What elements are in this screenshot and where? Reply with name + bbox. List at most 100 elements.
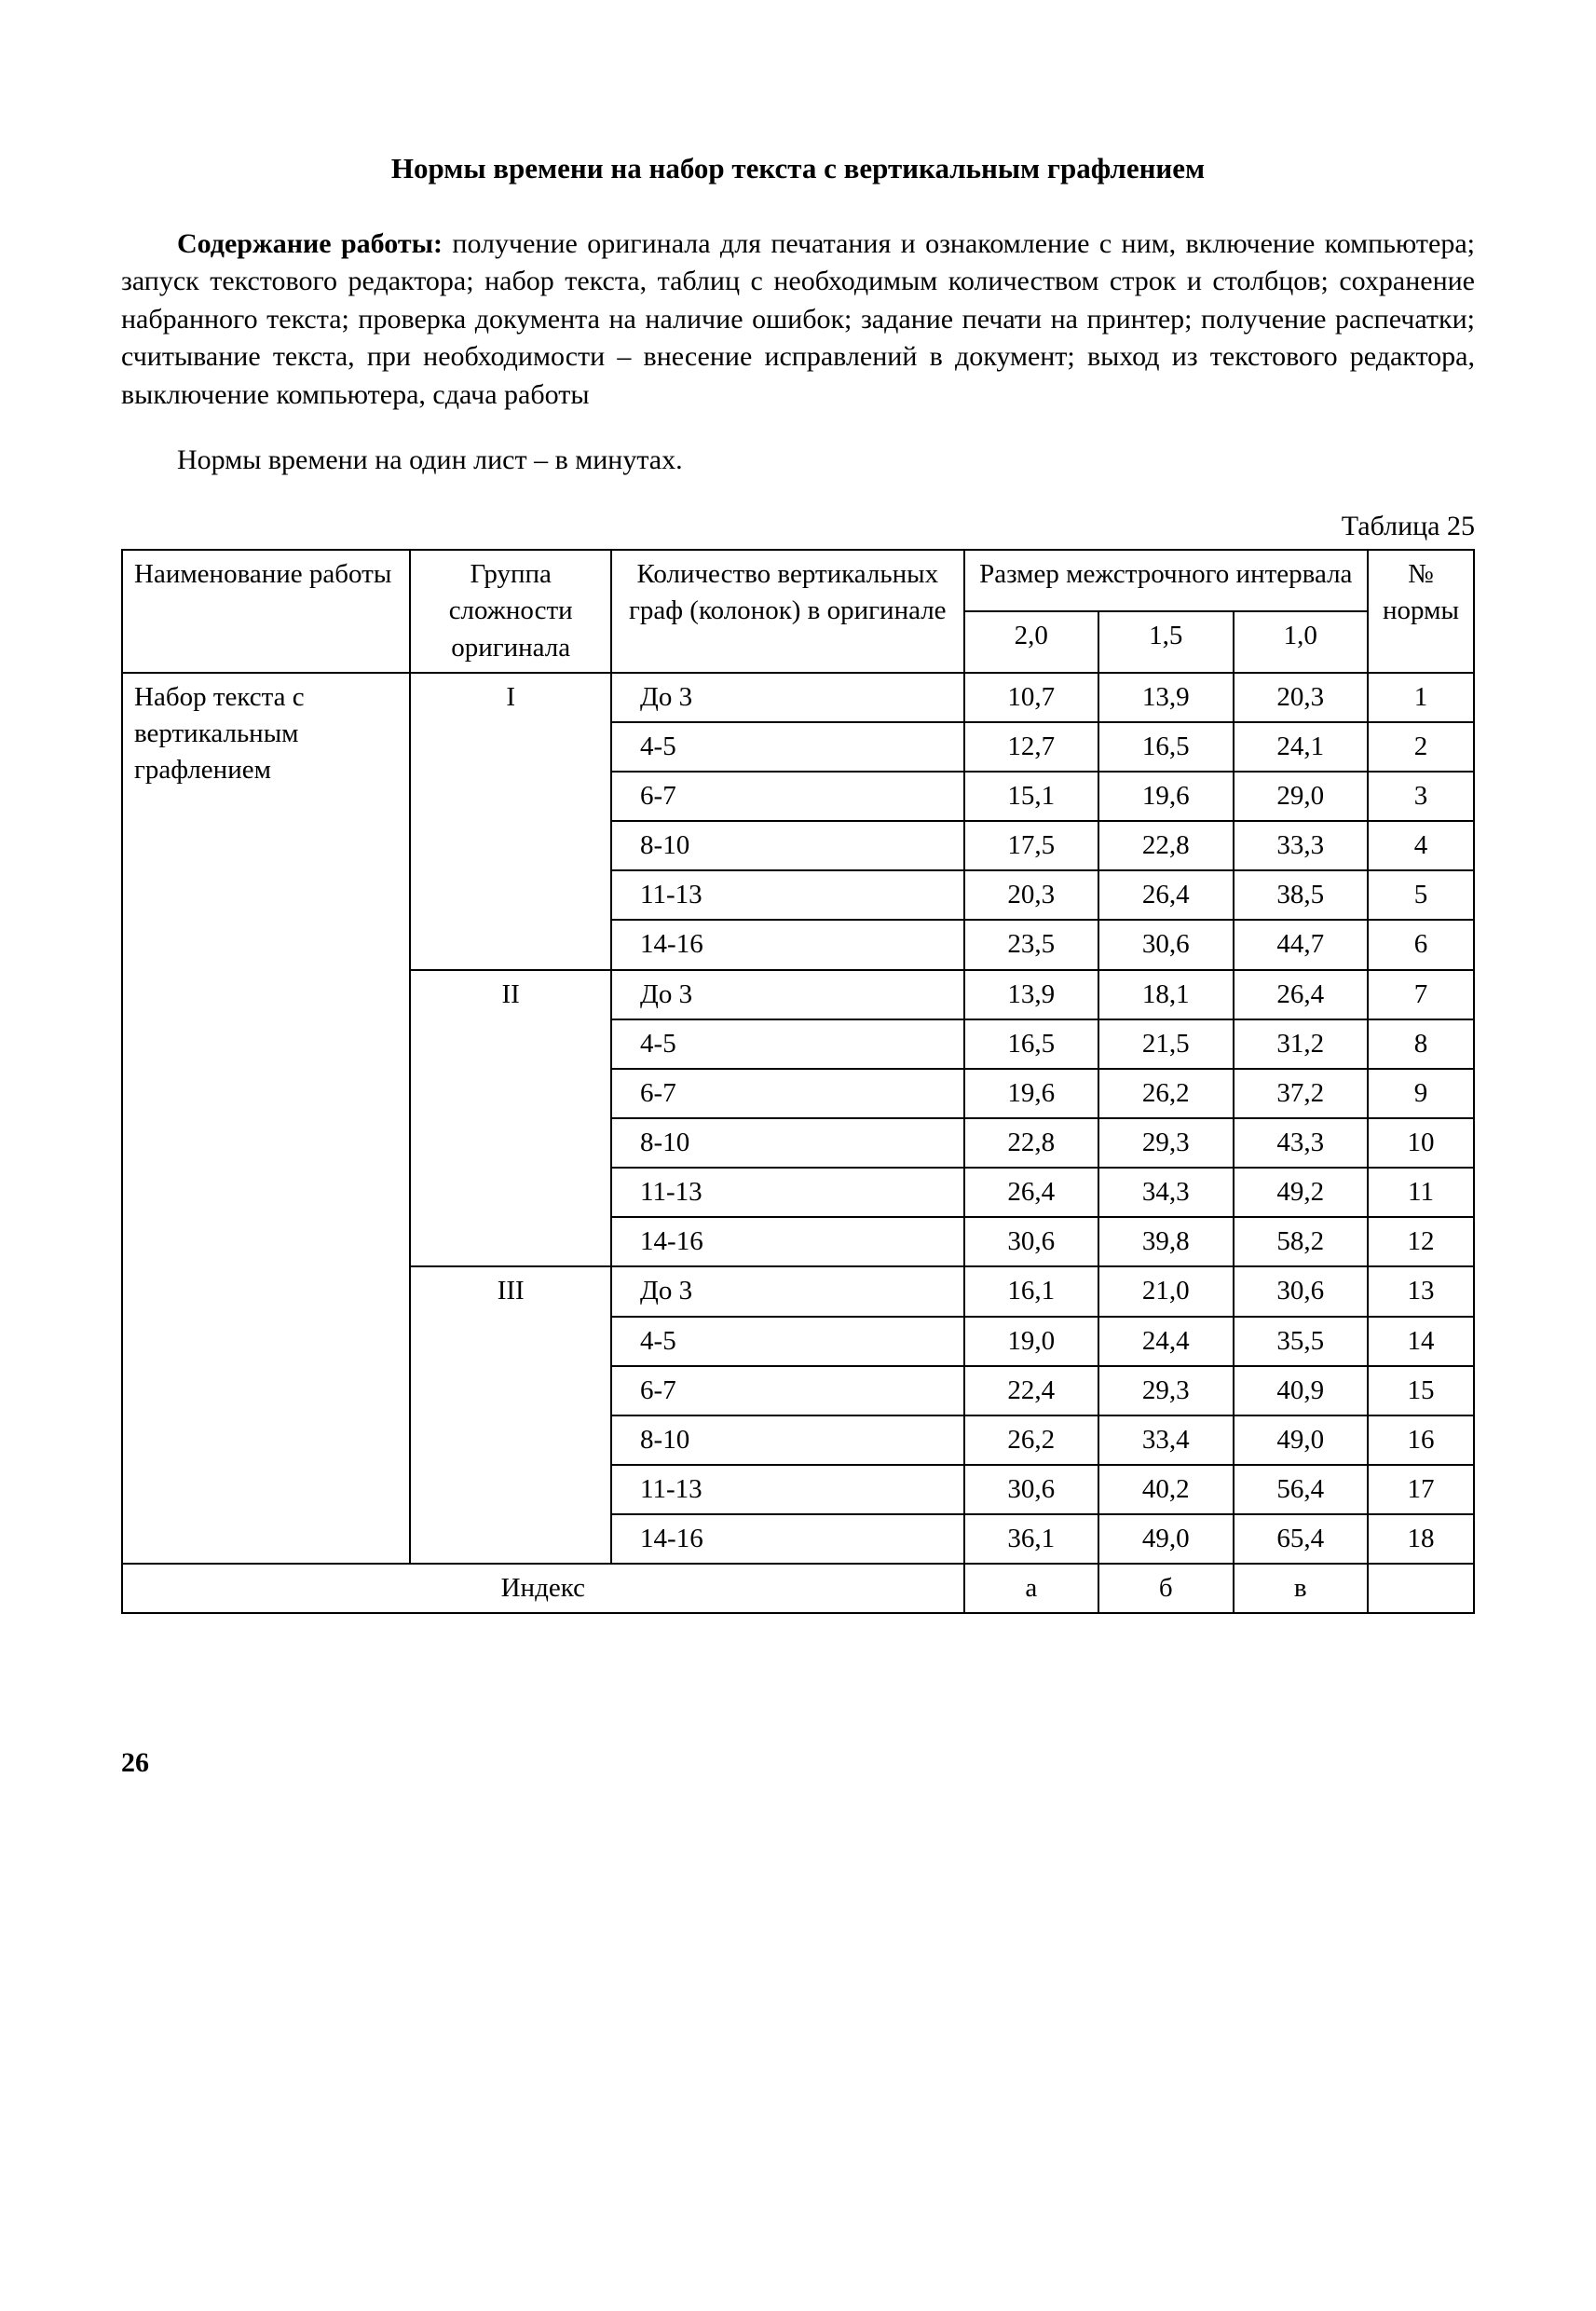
cell-qty: 4-5	[611, 1019, 964, 1069]
cell-value: 49,2	[1234, 1168, 1368, 1217]
cell-qty: До 3	[611, 673, 964, 722]
cell-value: 33,4	[1098, 1415, 1233, 1465]
cell-norm: 2	[1368, 722, 1474, 772]
cell-value: 30,6	[1098, 920, 1233, 969]
cell-value: 38,5	[1234, 870, 1368, 920]
cell-norm: 12	[1368, 1217, 1474, 1266]
subnote: Нормы времени на один лист – в минутах.	[121, 442, 1475, 480]
cell-qty: 8-10	[611, 821, 964, 870]
index-label: Индекс	[122, 1564, 964, 1613]
cell-qty: 6-7	[611, 1366, 964, 1415]
cell-qty: 8-10	[611, 1118, 964, 1168]
cell-value: 26,2	[1098, 1069, 1233, 1118]
cell-value: 22,8	[1098, 821, 1233, 870]
cell-norm: 14	[1368, 1317, 1474, 1366]
cell-value: 33,3	[1234, 821, 1368, 870]
cell-value: 35,5	[1234, 1317, 1368, 1366]
cell-value: 43,3	[1234, 1118, 1368, 1168]
cell-value: 20,3	[964, 870, 1098, 920]
cell-value: 19,6	[1098, 772, 1233, 821]
cell-value: 21,0	[1098, 1266, 1233, 1316]
index-row: Индексабв	[122, 1564, 1474, 1613]
cell-value: 16,1	[964, 1266, 1098, 1316]
cell-value: 15,1	[964, 772, 1098, 821]
cell-norm: 13	[1368, 1266, 1474, 1316]
th-sub-10: 1,0	[1234, 611, 1368, 673]
cell-qty: 4-5	[611, 1317, 964, 1366]
cell-value: 26,4	[1234, 970, 1368, 1019]
cell-value: 13,9	[964, 970, 1098, 1019]
cell-value: 30,6	[1234, 1266, 1368, 1316]
cell-value: 56,4	[1234, 1465, 1368, 1514]
cell-qty: 6-7	[611, 772, 964, 821]
cell-value: 20,3	[1234, 673, 1368, 722]
cell-value: 34,3	[1098, 1168, 1233, 1217]
cell-qty: 8-10	[611, 1415, 964, 1465]
cell-qty: 14-16	[611, 1514, 964, 1564]
th-norm: № нормы	[1368, 550, 1474, 672]
cell-value: 21,5	[1098, 1019, 1233, 1069]
cell-qty: 11-13	[611, 870, 964, 920]
cell-value: 10,7	[964, 673, 1098, 722]
cell-qty: 4-5	[611, 722, 964, 772]
index-cell: б	[1098, 1564, 1233, 1613]
cell-value: 13,9	[1098, 673, 1233, 722]
th-sub-20: 2,0	[964, 611, 1098, 673]
content-paragraph: Содержание работы: получение оригинала д…	[121, 226, 1475, 415]
cell-value: 16,5	[964, 1019, 1098, 1069]
cell-value: 26,4	[964, 1168, 1098, 1217]
th-qty: Количество вертикальных граф (колонок) в…	[611, 550, 964, 672]
cell-norm: 7	[1368, 970, 1474, 1019]
cell-group: III	[410, 1266, 611, 1564]
cell-qty: 11-13	[611, 1465, 964, 1514]
cell-value: 17,5	[964, 821, 1098, 870]
th-name: Наименование работы	[122, 550, 410, 672]
cell-value: 23,5	[964, 920, 1098, 969]
cell-value: 19,6	[964, 1069, 1098, 1118]
cell-value: 30,6	[964, 1217, 1098, 1266]
cell-value: 49,0	[1098, 1514, 1233, 1564]
cell-norm: 16	[1368, 1415, 1474, 1465]
page-number: 26	[121, 1744, 1475, 1783]
cell-value: 19,0	[964, 1317, 1098, 1366]
cell-norm: 6	[1368, 920, 1474, 969]
content-lead: Содержание работы:	[177, 228, 443, 259]
cell-value: 26,2	[964, 1415, 1098, 1465]
table-row: Набор текста с вертикальным графлениемIД…	[122, 673, 1474, 722]
cell-norm: 1	[1368, 673, 1474, 722]
cell-value: 29,0	[1234, 772, 1368, 821]
cell-value: 24,1	[1234, 722, 1368, 772]
cell-norm: 9	[1368, 1069, 1474, 1118]
cell-value: 22,8	[964, 1118, 1098, 1168]
cell-value: 18,1	[1098, 970, 1233, 1019]
index-empty	[1368, 1564, 1474, 1613]
cell-qty: 14-16	[611, 1217, 964, 1266]
cell-norm: 11	[1368, 1168, 1474, 1217]
index-cell: в	[1234, 1564, 1368, 1613]
index-cell: а	[964, 1564, 1098, 1613]
cell-norm: 4	[1368, 821, 1474, 870]
table-caption: Таблица 25	[121, 508, 1475, 546]
cell-qty: 14-16	[611, 920, 964, 969]
cell-norm: 15	[1368, 1366, 1474, 1415]
cell-value: 40,2	[1098, 1465, 1233, 1514]
cell-qty: До 3	[611, 1266, 964, 1316]
cell-value: 31,2	[1234, 1019, 1368, 1069]
cell-group: I	[410, 673, 611, 970]
page-title: Нормы времени на набор текста с вертикал…	[121, 149, 1475, 188]
cell-value: 58,2	[1234, 1217, 1368, 1266]
cell-value: 22,4	[964, 1366, 1098, 1415]
cell-value: 44,7	[1234, 920, 1368, 969]
cell-norm: 8	[1368, 1019, 1474, 1069]
cell-work-name: Набор текста с вертикальным графлением	[122, 673, 410, 1565]
cell-norm: 5	[1368, 870, 1474, 920]
cell-value: 65,4	[1234, 1514, 1368, 1564]
cell-norm: 18	[1368, 1514, 1474, 1564]
cell-qty: До 3	[611, 970, 964, 1019]
cell-value: 29,3	[1098, 1118, 1233, 1168]
cell-value: 26,4	[1098, 870, 1233, 920]
cell-value: 12,7	[964, 722, 1098, 772]
cell-value: 24,4	[1098, 1317, 1233, 1366]
th-interval: Размер межстрочного интервала	[964, 550, 1368, 611]
cell-norm: 3	[1368, 772, 1474, 821]
